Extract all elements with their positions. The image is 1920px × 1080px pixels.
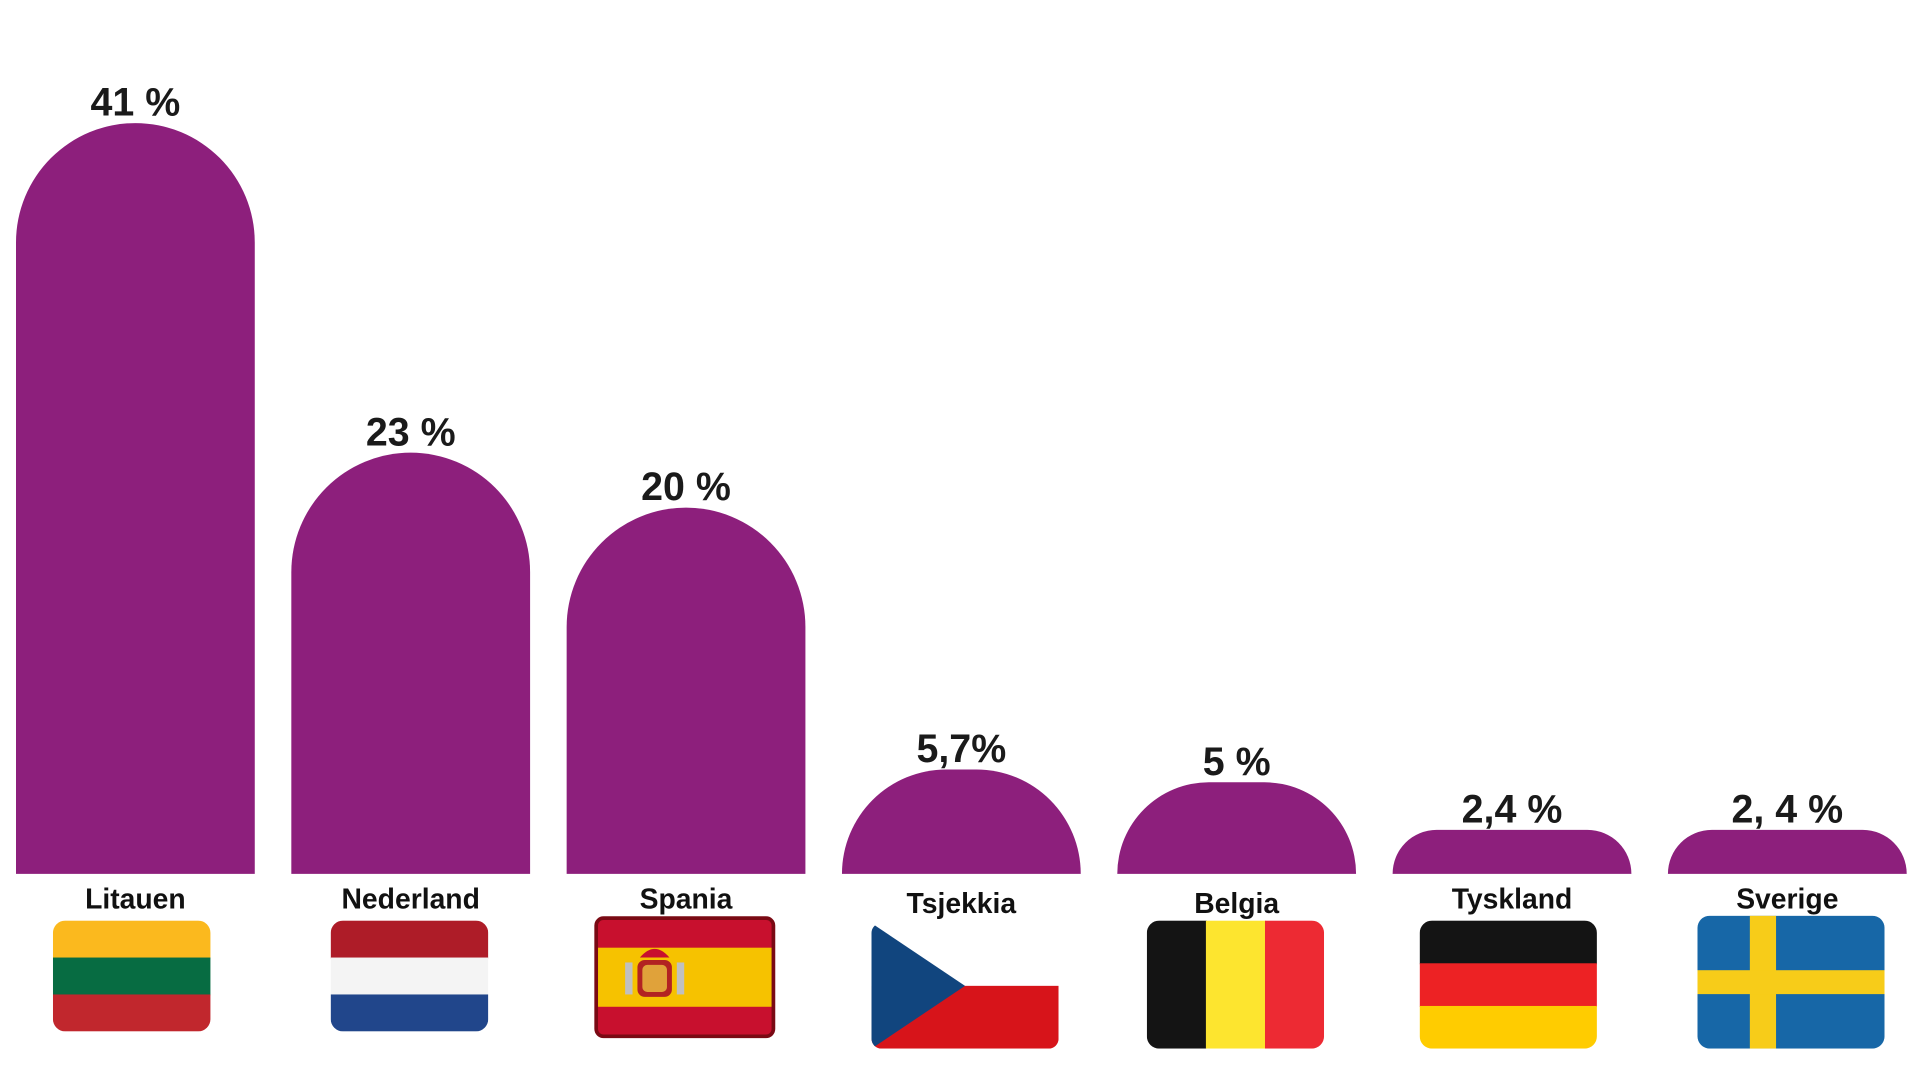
value-label: 41 % xyxy=(91,81,181,125)
value-label: 23 % xyxy=(366,410,456,454)
bar-litauen xyxy=(16,123,255,874)
category-label: Sverige xyxy=(1736,882,1838,914)
flags-group xyxy=(52,915,1885,1049)
bar-tsjekkia xyxy=(841,769,1081,874)
category-label: Tyskland xyxy=(1452,882,1573,914)
czechia-flag-icon xyxy=(871,923,1059,1049)
value-label: 20 % xyxy=(641,465,731,509)
sweden-flag-icon xyxy=(1697,915,1885,1049)
value-label: 5 % xyxy=(1203,740,1271,784)
category-label: Nederland xyxy=(342,882,480,914)
category-label: Belgia xyxy=(1194,887,1279,919)
value-label: 2,4 % xyxy=(1462,788,1563,832)
value-labels-group: 41 % 23 % 20 % 5,7% 5 % 2,4 % 2, 4 % xyxy=(91,81,1844,832)
bars-group xyxy=(16,123,1907,874)
value-label: 5,7% xyxy=(916,727,1006,771)
category-label: Litauen xyxy=(85,882,186,914)
bar-belgia xyxy=(1117,782,1357,874)
bar-nederland xyxy=(291,452,531,874)
spain-flag-icon xyxy=(594,916,776,1039)
bar-sverige xyxy=(1667,829,1907,874)
germany-flag-icon xyxy=(1419,920,1597,1049)
value-label: 2, 4 % xyxy=(1732,788,1844,832)
category-label: Spania xyxy=(640,882,733,914)
belgium-flag-icon xyxy=(1146,920,1325,1049)
lithuania-flag-icon xyxy=(52,920,211,1032)
category-label: Tsjekkia xyxy=(907,887,1017,919)
bar-spania xyxy=(566,507,806,874)
netherlands-flag-icon xyxy=(330,920,489,1032)
bar-tyskland xyxy=(1392,829,1632,874)
category-labels-group: Litauen Nederland Spania Tsjekkia Belgia Tysk… xyxy=(85,882,1838,919)
